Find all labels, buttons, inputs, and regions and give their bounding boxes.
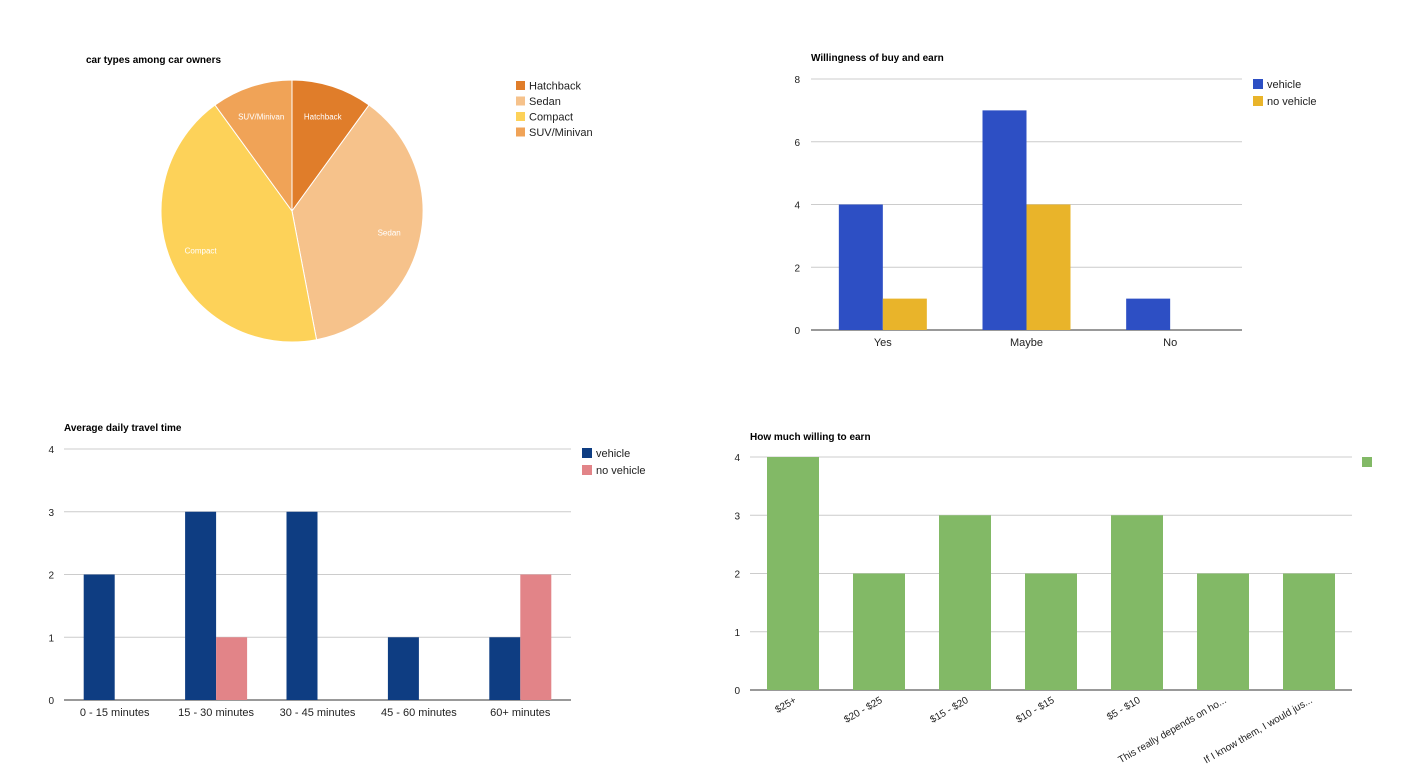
- x-tick-label: $10 - $15: [1014, 695, 1056, 726]
- pie-slice-sedan: [291, 104, 424, 341]
- pie-slice-label: Sedan: [378, 229, 401, 238]
- y-tick-label: 3: [734, 511, 740, 522]
- bar-15-20: [939, 515, 991, 690]
- chart-title: Willingness of buy and earn: [811, 53, 944, 64]
- legend-swatch: [516, 127, 525, 137]
- bar-yes-no-vehicle: [882, 298, 927, 330]
- pie-slice-label: Hatchback: [304, 112, 343, 121]
- pie-slice-label: Compact: [185, 247, 218, 256]
- pie-slice-label: SUV/Minivan: [238, 112, 284, 121]
- bar-maybe-vehicle: [982, 110, 1027, 330]
- legend-label: no vehicle: [1267, 96, 1317, 108]
- x-tick-label: $5 - $10: [1105, 695, 1143, 723]
- bar-chart-svg: Average daily travel time 0 1 2 3 4 0 - 15 mi…: [48, 423, 646, 719]
- bar-45-60-minutes-vehicle: [387, 637, 419, 700]
- legend-swatch: [582, 448, 592, 458]
- bar-15-30-minutes-vehicle: [185, 511, 217, 700]
- x-tick-label: Maybe: [1010, 337, 1043, 349]
- x-tick-label: $15 - $20: [928, 695, 970, 726]
- x-tick-label: No: [1163, 337, 1177, 349]
- legend-swatch: [1253, 96, 1263, 106]
- bar-chart-svg: How much willing to earn 0 1 2 3 4 $25+ $20 - …: [734, 432, 1372, 766]
- legend-label: vehicle: [596, 448, 630, 460]
- chart-title: Average daily travel time: [64, 423, 182, 434]
- y-tick-label: 2: [734, 570, 740, 581]
- bar-60-minutes-vehicle: [489, 637, 521, 700]
- x-tick-label: 0 - 15 minutes: [80, 707, 150, 719]
- y-tick-label: 8: [794, 75, 800, 86]
- y-tick-label: 4: [794, 201, 800, 212]
- legend-label: Hatchback: [529, 81, 581, 93]
- bar-5-10: [1111, 515, 1163, 690]
- y-tick-label: 2: [794, 263, 800, 274]
- bar-this-really-depends-on-ho: [1197, 573, 1249, 690]
- x-tick-label: Yes: [874, 337, 892, 349]
- bar-30-45-minutes-vehicle: [286, 511, 318, 700]
- legend-swatch: [516, 81, 525, 90]
- x-tick-label: 15 - 30 minutes: [178, 707, 254, 719]
- legend-swatch: [516, 112, 525, 121]
- x-tick-label: 45 - 60 minutes: [381, 707, 457, 719]
- legend-label: Compact: [529, 112, 573, 124]
- x-tick-label: 30 - 45 minutes: [280, 707, 356, 719]
- legend-label: Sedan: [529, 96, 561, 108]
- y-tick-label: 1: [48, 633, 54, 644]
- legend-label: vehicle: [1267, 79, 1301, 91]
- y-tick-label: 6: [794, 138, 800, 149]
- chart-title: How much willing to earn: [750, 432, 871, 443]
- y-tick-label: 1: [734, 628, 740, 639]
- bar-chart-svg: Willingness of buy and earn 0 2 4 6 8 Yes Mayb…: [794, 53, 1317, 349]
- bar-chart-travel-time: Average daily travel time 0 1 2 3 4 0 - 15 mi…: [0, 390, 700, 779]
- legend-swatch: [582, 465, 592, 475]
- x-tick-label: $20 - $25: [842, 695, 884, 726]
- pie-slice-suv-minivan: [214, 79, 293, 213]
- x-tick-label: $25+: [773, 695, 798, 716]
- bar-maybe-no-vehicle: [1026, 204, 1071, 330]
- bar-yes-vehicle: [838, 204, 883, 330]
- bar-10-15: [1025, 573, 1077, 690]
- pie-chart-car-types: car types among car owners Hatchback Seda…: [0, 0, 700, 380]
- y-tick-label: 4: [48, 445, 54, 456]
- bar-15-30-minutes-no-vehicle: [216, 637, 248, 700]
- y-tick-label: 0: [48, 696, 54, 707]
- bar-0-15-minutes-vehicle: [83, 574, 115, 700]
- legend-label: SUV/Minivan: [529, 127, 593, 139]
- bar-chart-willing-to-earn: How much willing to earn 0 1 2 3 4 $25+ $20 - …: [700, 390, 1420, 779]
- y-tick-label: 0: [734, 686, 740, 697]
- legend-label: no vehicle: [596, 465, 646, 477]
- bar-if-i-know-them-i-would-jus: [1283, 573, 1335, 690]
- y-tick-label: 2: [48, 571, 54, 582]
- legend-swatch: [1253, 79, 1263, 89]
- pie-chart-svg: car types among car owners Hatchback Seda…: [86, 55, 593, 343]
- legend-swatch: [516, 96, 525, 106]
- bar-20-25: [853, 573, 905, 690]
- y-tick-label: 0: [794, 326, 800, 337]
- pie-slice-compact: [160, 104, 318, 343]
- bar-25: [767, 457, 819, 690]
- bar-no-vehicle: [1126, 298, 1171, 330]
- legend-swatch: [1362, 457, 1372, 467]
- bar-chart-willingness: Willingness of buy and earn 0 2 4 6 8 Yes Mayb…: [700, 0, 1420, 380]
- chart-title: car types among car owners: [86, 55, 221, 66]
- y-tick-label: 3: [48, 508, 54, 519]
- bar-60-minutes-no-vehicle: [520, 574, 552, 700]
- y-tick-label: 4: [734, 453, 740, 464]
- pie-slice-hatchback: [291, 79, 370, 213]
- x-tick-label: 60+ minutes: [490, 707, 551, 719]
